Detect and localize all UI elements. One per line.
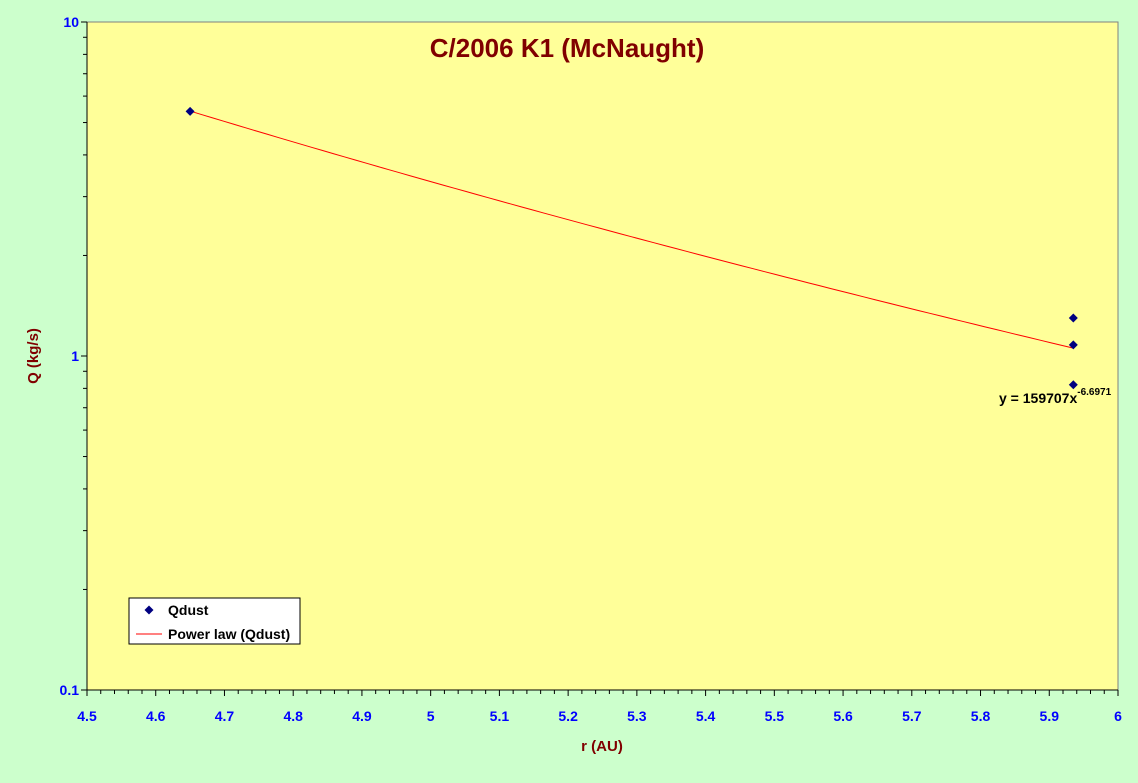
x-tick-label: 5.5 (765, 708, 785, 724)
y-axis-label: Q (kg/s) (25, 328, 42, 384)
y-tick-label: 0.1 (60, 682, 80, 698)
y-tick-label: 10 (63, 14, 79, 30)
trendline-equation-base: y = 159707x (999, 390, 1077, 406)
y-tick-label: 1 (71, 348, 79, 364)
x-tick-label: 5.3 (627, 708, 647, 724)
x-tick-label: 5.8 (971, 708, 991, 724)
x-tick-label: 5.2 (558, 708, 578, 724)
x-axis-label: r (AU) (581, 738, 623, 755)
legend-box (128, 597, 301, 645)
chart-title: C/2006 K1 (McNaught) (430, 33, 705, 63)
legend-label-qdust: Qdust (168, 602, 209, 618)
trendline-equation-exponent: -6.6971 (1077, 387, 1111, 398)
x-tick-label: 5.7 (902, 708, 922, 724)
x-tick-label: 5.1 (490, 708, 510, 724)
data-point (1068, 313, 1078, 323)
x-tick-label: 4.8 (283, 708, 303, 724)
x-tick-label: 4.7 (215, 708, 235, 724)
x-axis-ticks: 4.5 4.6 4.7 4.8 4.9 5 5.1 5.2 5.3 5.4 5.5 5.6 5.7 5.8… (77, 690, 1122, 724)
data-point (185, 106, 195, 116)
trendline-layer (189, 110, 1074, 349)
trendline-equation: y = 159707x-6.6971 (999, 387, 1112, 406)
legend-label-power-law: Power law (Qdust) (168, 626, 290, 642)
x-tick-label: 5 (427, 708, 435, 724)
legend-marker-icon (144, 605, 154, 615)
x-tick-label: 5.9 (1040, 708, 1060, 724)
legend: Qdust Power law (Qdust) (128, 597, 301, 645)
data-point (1068, 380, 1078, 390)
plot-area (86, 21, 1119, 691)
x-tick-label: 4.9 (352, 708, 372, 724)
x-tick-label: 5.4 (696, 708, 716, 724)
x-tick-label: 4.5 (77, 708, 97, 724)
x-tick-label: 6 (1114, 708, 1122, 724)
y-axis-ticks: 10 1 0.1 (60, 14, 87, 698)
data-point (1068, 340, 1078, 350)
data-points-layer (185, 106, 1078, 390)
x-tick-label: 4.6 (146, 708, 166, 724)
x-tick-label: 5.6 (833, 708, 853, 724)
trendline-path (189, 110, 1074, 349)
